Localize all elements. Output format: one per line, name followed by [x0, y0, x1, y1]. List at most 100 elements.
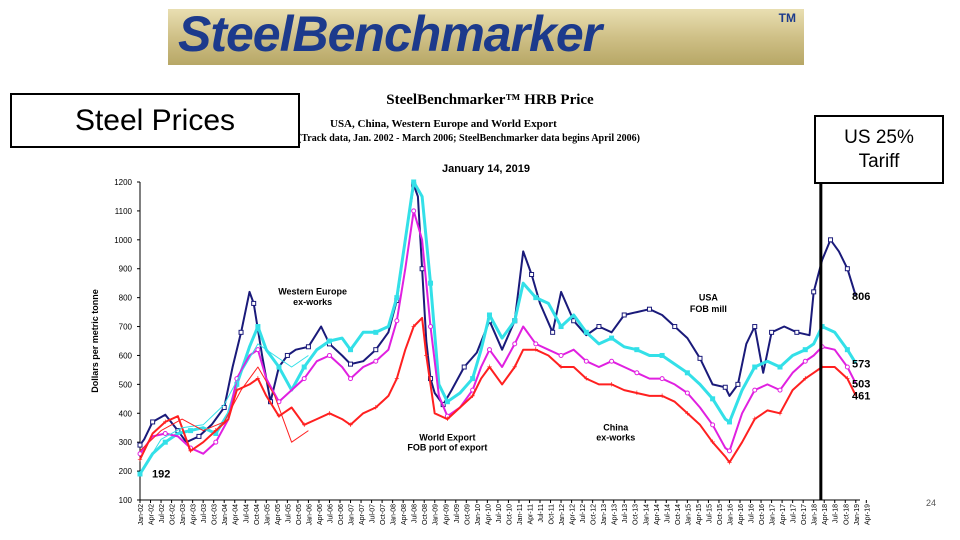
china-marker — [428, 324, 434, 330]
world-export-marker: + — [424, 350, 429, 360]
x-tick-label: Jan-05 — [264, 504, 271, 526]
western-europe-marker — [276, 364, 282, 370]
x-tick-label: Jan-16 — [727, 504, 734, 526]
chart-subtitle-note: (Track data, Jan. 2002 - March 2006; Ste… — [298, 133, 640, 144]
y-tick-label: 1000 — [114, 236, 132, 245]
x-tick-label: Apr-16 — [738, 504, 745, 525]
china-marker — [348, 376, 354, 382]
usa-marker — [284, 352, 290, 358]
world-export-marker: + — [609, 379, 614, 389]
steelbenchmarker-logo: SteelBenchmarker TM — [168, 6, 804, 65]
x-tick-label: Jul-11 — [538, 504, 545, 523]
x-tick-label: Oct-07 — [380, 504, 387, 525]
start-value-label: 192 — [152, 468, 170, 480]
world-export-marker: + — [512, 362, 517, 372]
world-export-marker: + — [470, 391, 475, 401]
x-tick-label: Jan-09 — [433, 504, 440, 526]
series-line-thin-early-world-export — [139, 366, 309, 452]
x-tick-label: Jul-03 — [201, 504, 208, 523]
western-europe-marker — [373, 329, 379, 335]
china-marker — [684, 390, 690, 396]
world-export-marker: + — [327, 408, 332, 418]
chart-subtitle: USA, China, Western Europe and World Exp… — [330, 118, 557, 130]
china-marker — [255, 347, 261, 353]
western-europe-marker — [609, 335, 615, 341]
western-europe-marker — [726, 419, 732, 425]
series-line-thin-early-western-europe — [139, 343, 309, 475]
x-tick-label: Apr-19 — [864, 504, 871, 525]
western-europe-marker — [486, 312, 492, 318]
x-tick-label: Jan-10 — [475, 504, 482, 526]
x-tick-label: Jan-04 — [222, 504, 229, 526]
usa-marker — [672, 324, 678, 330]
western-europe-marker — [326, 338, 332, 344]
x-tick-label: Oct-12 — [591, 504, 598, 525]
world-export-marker: + — [348, 420, 353, 430]
y-tick-label: 700 — [119, 323, 133, 332]
western-europe-marker — [301, 364, 307, 370]
china-marker — [844, 364, 850, 370]
y-tick-label: 400 — [119, 409, 133, 418]
x-tick-label: Oct-03 — [212, 504, 219, 525]
western-europe-marker — [162, 439, 168, 445]
x-tick-label: Jan-08 — [391, 504, 398, 526]
x-tick-label: Jul-14 — [664, 504, 671, 523]
china-marker — [411, 208, 417, 214]
series-annotation: China — [603, 423, 629, 433]
usa-marker — [373, 347, 379, 353]
world-export-marker: + — [302, 420, 307, 430]
logo-wordmark: SteelBenchmarker — [178, 6, 602, 62]
world-export-marker: + — [659, 391, 664, 401]
x-tick-label: Jul-02 — [159, 504, 166, 523]
western-europe-marker — [659, 352, 665, 358]
world-export-marker: + — [634, 388, 639, 398]
world-export-marker: + — [487, 362, 492, 372]
western-europe-marker — [684, 370, 690, 376]
series-line-usa-fob-mill — [139, 183, 857, 446]
series-annotation: ex-works — [596, 433, 635, 443]
world-export-marker: + — [533, 345, 538, 355]
x-tick-label: Oct-11 — [549, 504, 556, 525]
x-tick-label: Oct-09 — [464, 504, 471, 525]
china-marker — [802, 358, 808, 364]
world-export-marker: + — [373, 402, 378, 412]
x-tick-label: Apr-18 — [822, 504, 829, 525]
x-tick-label: Apr-04 — [233, 504, 240, 525]
world-export-marker: + — [777, 408, 782, 418]
x-tick-label: Jan-06 — [306, 504, 313, 526]
western-europe-marker — [213, 431, 219, 437]
usa-marker — [571, 318, 577, 324]
usa-marker — [238, 329, 244, 335]
chart-title: SteelBenchmarker™ HRB Price — [386, 92, 594, 108]
x-tick-label: Jul-16 — [749, 504, 756, 523]
usa-marker — [646, 306, 652, 312]
end-value-label: 573 — [852, 358, 870, 370]
world-export-marker: + — [685, 408, 690, 418]
x-tick-label: Apr-02 — [149, 504, 156, 525]
usa-marker — [221, 404, 227, 410]
x-tick-label: Oct-17 — [801, 504, 808, 525]
china-marker — [752, 387, 758, 393]
x-tick-label: Jan-17 — [770, 504, 777, 526]
series-line-china-ex-works — [139, 209, 857, 455]
x-tick-label: Apr-05 — [275, 504, 282, 525]
usa-marker — [348, 361, 354, 367]
western-europe-marker — [188, 428, 194, 434]
usa-marker — [794, 329, 800, 335]
x-tick-label: Oct-13 — [633, 504, 640, 525]
world-export-marker: + — [752, 414, 757, 424]
series-annotation: Western Europe — [278, 287, 347, 297]
series-line-world-export-fob-port-of-export — [139, 316, 857, 464]
world-export-marker: + — [558, 362, 563, 372]
end-value-label: 806 — [852, 291, 870, 303]
y-tick-label: 800 — [119, 294, 133, 303]
world-export-marker: + — [394, 374, 399, 384]
world-export-marker: + — [710, 437, 715, 447]
x-tick-label: Jan-12 — [559, 504, 566, 526]
usa-marker — [150, 419, 156, 425]
usa-marker — [697, 355, 703, 361]
x-tick-label: Jan-11 — [517, 504, 524, 525]
x-tick-label: Oct-05 — [296, 504, 303, 525]
x-tick-label: Apr-08 — [401, 504, 408, 525]
